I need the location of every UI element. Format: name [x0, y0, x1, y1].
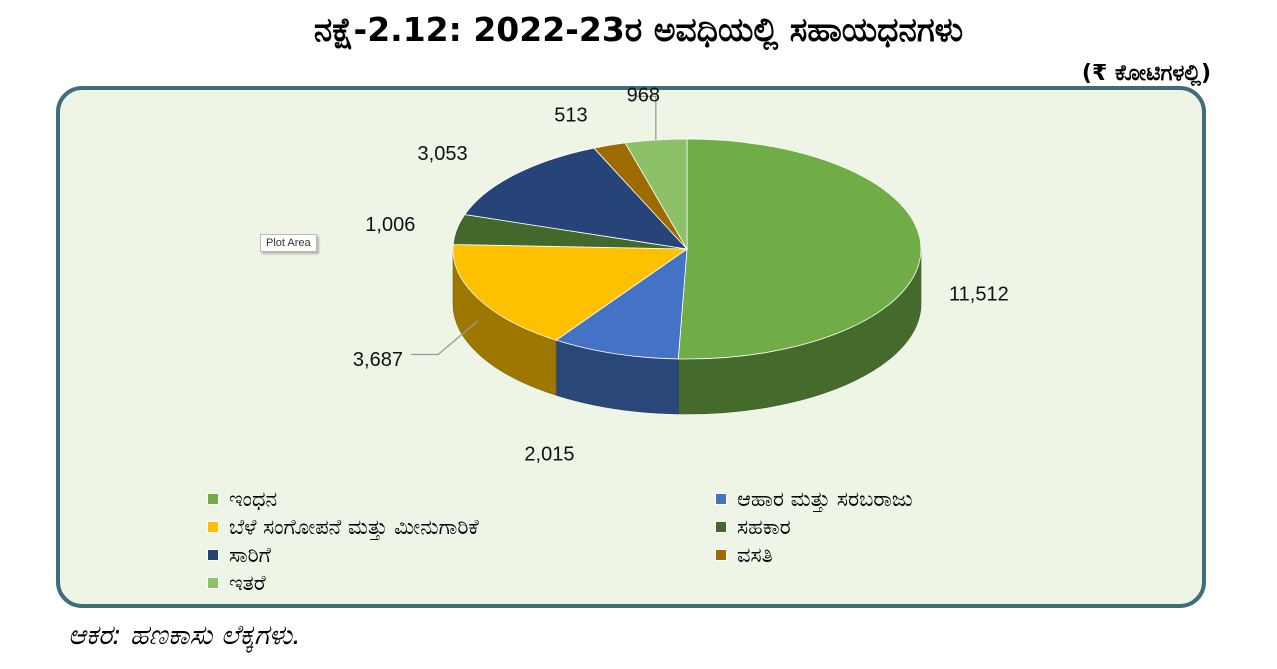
data-label-6: 513 [554, 104, 587, 126]
legend-label-2: ಆಹಾರ ಮತ್ತು ಸರಬರಾಜು [737, 486, 913, 511]
legend-swatch-3 [207, 521, 219, 533]
pie-slice-3[interactable] [452, 244, 689, 341]
legend-swatch-6 [715, 549, 727, 561]
legend-item-3[interactable]: ಬೆಳೆ ಸಂಗೋಪನೆ ಮತ್ತು ಮೀನುಗಾರಿಕೆ [207, 514, 479, 540]
plot-area-tooltip: Plot Area [260, 234, 317, 252]
legend-swatch-4 [715, 521, 727, 533]
unit-label: (₹ ಕೋಟಿಗಳಲ್ಲಿ) [1081, 61, 1211, 86]
data-label-4: 1,006 [365, 214, 415, 236]
pie-slice-7[interactable] [624, 138, 688, 251]
chart-title: ನಕ್ಷೆ-2.12: 2022-23ರ ಅವಧಿಯಲ್ಲಿ ಸಹಾಯಧನಗಳು [313, 10, 964, 49]
leader-line-3 [410, 320, 479, 356]
data-label-5: 3,053 [418, 143, 468, 165]
pie-slice-2[interactable] [555, 248, 688, 360]
legend-item-5[interactable]: ಸಾರಿಗೆ [207, 542, 271, 568]
pie-slice-1[interactable] [677, 138, 922, 360]
data-label-7: 968 [627, 85, 660, 107]
legend-item-4[interactable]: ಸಹಕಾರ [715, 514, 791, 540]
legend-label-7: ಇತರೆ [229, 570, 266, 595]
leader-line-7 [637, 95, 657, 140]
legend-item-7[interactable]: ಇತರೆ [207, 570, 266, 596]
data-label-2: 2,015 [524, 443, 574, 465]
legend-label-1: ಇಂಧನ [229, 486, 278, 511]
data-labels: 11,512 2,015 3,687 1,006 3,053 513 968 [353, 85, 1009, 466]
legend-swatch-5 [207, 549, 219, 561]
legend-label-5: ಸಾರಿಗೆ [229, 542, 271, 567]
legend-item-6[interactable]: ವಸತಿ [715, 542, 773, 568]
data-label-1: 11,512 [949, 284, 1009, 306]
legend-label-4: ಸಹಕಾರ [737, 514, 791, 539]
legend-swatch-1 [207, 493, 219, 505]
pie-slice-5[interactable] [464, 147, 689, 250]
legend-item-2[interactable]: ಆಹಾರ ಮತ್ತು ಸರಬರಾಜು [715, 486, 913, 512]
source-note: ಆಕರ: ಹಣಕಾಸು ಲೆಕ್ಕಗಳು. [68, 620, 301, 651]
data-label-3: 3,687 [353, 349, 403, 371]
pie-slices [452, 138, 922, 360]
legend-item-1[interactable]: ಇಂಧನ [207, 486, 277, 512]
legend-label-3: ಬೆಳೆ ಸಂಗೋಪನೆ ಮತ್ತು ಮೀನುಗಾರಿಕೆ [229, 514, 479, 539]
legend-swatch-2 [715, 493, 727, 505]
legend-label-6: ವಸತಿ [737, 542, 773, 567]
legend-swatch-7 [207, 577, 219, 589]
